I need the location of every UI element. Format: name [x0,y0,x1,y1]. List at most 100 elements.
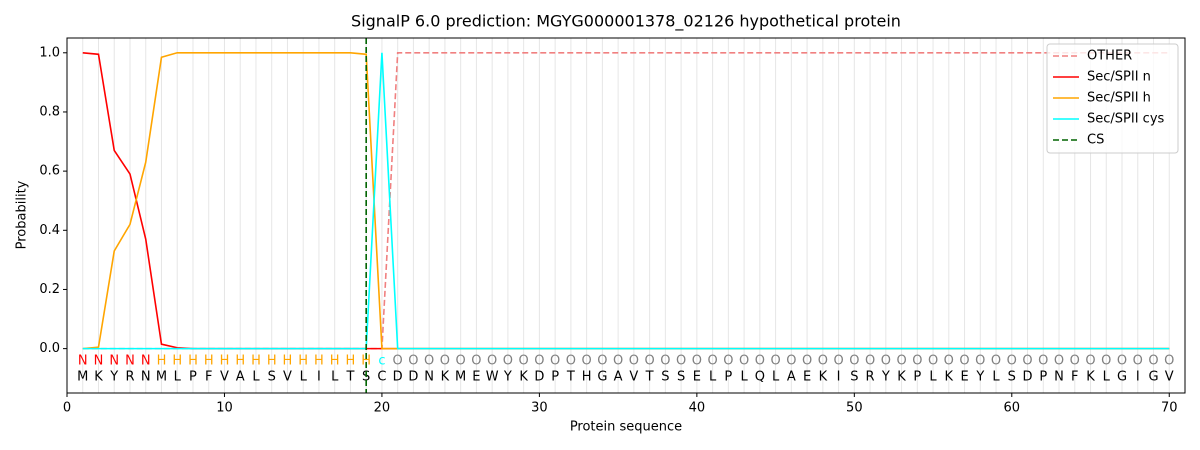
residue: Y [109,370,118,385]
x-tick-label: 50 [846,401,863,416]
residue: I [317,370,321,385]
x-tick-label: 0 [63,401,71,416]
series-line [82,52,1170,350]
y-tick-label: 0.2 [39,282,60,297]
residue-label: H [267,354,277,369]
residue-label: O [1007,354,1017,369]
residue-label: O [1085,354,1095,369]
legend-label: Sec/SPII cys [1087,112,1165,127]
residue: V [220,370,229,385]
residue-label: O [928,354,938,369]
residue-label: O [1117,354,1127,369]
series-line [82,51,1170,350]
residue-label: O [676,354,686,369]
y-tick-label: 0.4 [39,223,60,238]
residue-label: O [991,354,1001,369]
y-axis-label: Probability [15,180,30,249]
y-tick-label: 1.0 [39,45,60,60]
residue: L [174,370,182,385]
residue: I [1136,370,1140,385]
residue: L [929,370,937,385]
x-tick-label: 30 [531,401,548,416]
legend-label: CS [1087,133,1104,148]
residue-label: H [314,354,324,369]
residue: E [960,370,968,385]
residue: G [1117,370,1127,385]
residue: L [740,370,748,385]
residue: K [945,370,954,385]
residue: S [850,370,858,385]
residue: V [629,370,638,385]
residue: S [268,370,276,385]
residue-label: O [1038,354,1048,369]
residue-label: N [78,354,88,369]
residue-label: O [487,354,497,369]
residue-label: O [660,354,670,369]
residue: N [424,370,434,385]
residue: A [614,370,623,385]
x-tick-label: 60 [1004,401,1021,416]
residue: K [897,370,906,385]
residue: K [94,370,103,385]
residue-label: O [519,354,529,369]
residue-label: O [424,354,434,369]
residue-label: H [298,354,308,369]
residue: E [472,370,480,385]
residue-label: O [566,354,576,369]
residue: S [677,370,685,385]
residue: K [819,370,828,385]
residue-label: O [975,354,985,369]
legend-label: OTHER [1087,49,1132,64]
residue-label: c [378,354,385,369]
residue: L [709,370,717,385]
residue-label: O [739,354,749,369]
residue-label: O [959,354,969,369]
legend-box [1046,43,1179,154]
residue: M [455,370,466,385]
residue: A [236,370,245,385]
residue: R [125,370,134,385]
x-tick-label: 20 [374,401,391,416]
residue-label: H [330,354,340,369]
residue: L [992,370,1000,385]
residue-label: O [582,354,592,369]
residue: P [189,370,197,385]
residue-label: O [1133,354,1143,369]
residue-label: H [361,354,371,369]
legend-label: Sec/SPII h [1087,91,1151,106]
residue: L [772,370,780,385]
residue: P [913,370,921,385]
residue: D [408,370,418,385]
residue-label: O [1101,354,1111,369]
residue: S [1008,370,1016,385]
residue-label: H [283,354,293,369]
residue: P [1039,370,1047,385]
residue-label: O [707,354,717,369]
residue-label: O [723,354,733,369]
residue: P [724,370,732,385]
residue-label: N [141,354,151,369]
residue-label: O [440,354,450,369]
y-tick-label: 0.0 [39,341,60,356]
residue-label: N [109,354,119,369]
chart-title: SignalP 6.0 prediction: MGYG000001378_02… [351,12,901,32]
residue: L [252,370,260,385]
residue: C [377,370,386,385]
residue-label: O [456,354,466,369]
y-tick-label: 0.6 [39,164,60,179]
residue: R [866,370,875,385]
residue-label: O [833,354,843,369]
residue: K [1086,370,1095,385]
residue: K [441,370,450,385]
residue: M [156,370,167,385]
residue-label: O [550,354,560,369]
residue: L [331,370,339,385]
residue: A [787,370,796,385]
residue-label: H [235,354,245,369]
x-axis-label: Protein sequence [570,420,682,435]
residue-label: H [346,354,356,369]
residue-label: O [597,354,607,369]
residue: T [566,370,575,385]
plot-frame [66,37,1186,394]
